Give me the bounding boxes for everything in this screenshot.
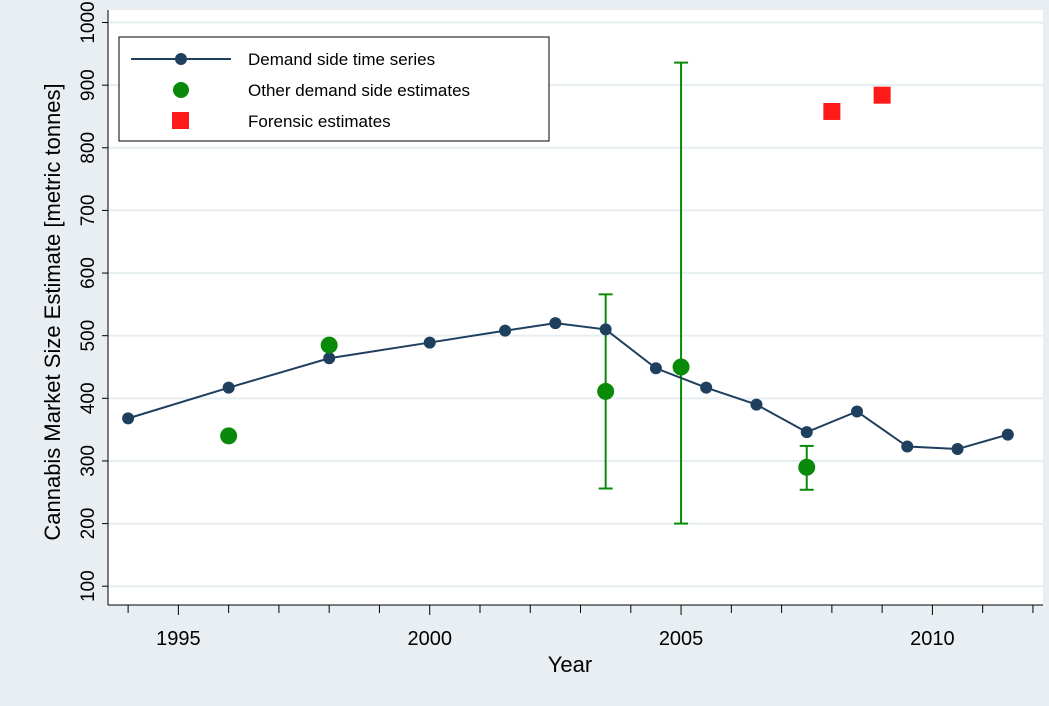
data-marks [122, 61, 1014, 525]
legend-label-forensic: Forensic estimates [248, 112, 391, 131]
y-tick-label-500: 500 [78, 320, 99, 352]
legend-label-other-demand: Other demand side estimates [248, 81, 470, 100]
demand-point-2002.5 [549, 317, 562, 330]
y-tick-label-200: 200 [78, 508, 99, 540]
legend-green-marker [173, 82, 189, 98]
axes [107, 10, 1043, 606]
y-tick-label-600: 600 [78, 257, 99, 289]
y-tick-label-1000: 1000 [78, 1, 99, 43]
other-demand-point-1998 [320, 336, 338, 354]
legend-box [118, 36, 550, 142]
y-tick-label-900: 900 [78, 69, 99, 101]
x-tick-label-2010: 2010 [910, 628, 955, 650]
gridlines [108, 21, 1043, 588]
y-axis-label: Cannabis Market Size Estimate [metric to… [40, 83, 65, 540]
y-tick-label-400: 400 [78, 382, 99, 414]
legend-label-demand-series: Demand side time series [248, 50, 435, 69]
demand-point-2001.5 [499, 324, 512, 337]
demand-point-2005.5 [700, 381, 713, 394]
demand-point-1994 [122, 412, 135, 425]
demand-point-2007.5 [800, 426, 813, 439]
x-axis-label: Year [548, 652, 592, 677]
other-demand-point-2007.5 [798, 458, 816, 476]
demand-point-2010.5 [951, 443, 964, 456]
x-tick-label-2005: 2005 [659, 628, 704, 650]
y-ticks: 100 200 300 400 500 600 700 800 900 1000 [78, 1, 108, 602]
demand-point-1996 [222, 381, 235, 394]
forensic-point-2009 [873, 86, 891, 104]
legend: Demand side time series Other demand sid… [118, 36, 550, 142]
x-tick-label-1995: 1995 [156, 628, 201, 650]
demand-point-2000 [423, 336, 436, 349]
demand-point-2006.5 [750, 398, 763, 411]
demand-point-2004.5 [649, 362, 662, 375]
demand-point-2011.5 [1001, 428, 1014, 441]
x-tick-label-2000: 2000 [407, 628, 452, 650]
demand-point-1998 [323, 352, 336, 365]
y-tick-label-700: 700 [78, 195, 99, 227]
y-tick-label-800: 800 [78, 132, 99, 164]
demand-point-2009.5 [901, 440, 914, 453]
demand-point-2003.5 [599, 323, 612, 336]
forensic-point-2008 [823, 102, 841, 120]
other-demand-point-2003.5 [597, 382, 615, 400]
demand-point-2008.5 [851, 405, 864, 418]
legend-red-marker [172, 112, 189, 129]
other-demand-point-2005 [672, 358, 690, 376]
x-ticks: 1995 2000 2005 2010 [127, 605, 1034, 650]
y-tick-label-300: 300 [78, 445, 99, 477]
other-demand-point-1996 [220, 427, 238, 445]
y-tick-label-100: 100 [78, 570, 99, 602]
legend-line-marker [175, 53, 187, 65]
